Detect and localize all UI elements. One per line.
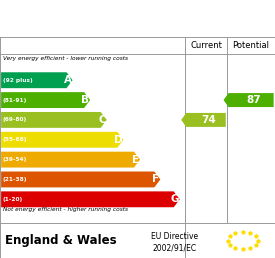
Text: G: G: [170, 194, 179, 204]
Text: (1-20): (1-20): [3, 197, 23, 202]
Polygon shape: [1, 172, 160, 187]
Text: E: E: [132, 155, 139, 165]
Polygon shape: [1, 112, 107, 128]
Text: (81-91): (81-91): [3, 98, 27, 103]
Polygon shape: [1, 191, 180, 207]
Text: F: F: [152, 174, 160, 184]
Text: (21-38): (21-38): [3, 177, 27, 182]
Text: (39-54): (39-54): [3, 157, 27, 162]
Text: Current: Current: [190, 42, 222, 51]
Text: Very energy efficient - lower running costs: Very energy efficient - lower running co…: [3, 56, 128, 61]
Text: 87: 87: [246, 95, 261, 105]
Polygon shape: [224, 93, 274, 107]
Text: 74: 74: [201, 115, 216, 125]
Text: (69-80): (69-80): [3, 117, 27, 122]
Polygon shape: [1, 152, 140, 167]
Text: C: C: [98, 115, 106, 125]
Text: B: B: [81, 95, 89, 105]
Text: England & Wales: England & Wales: [5, 234, 116, 247]
Polygon shape: [1, 72, 73, 88]
Polygon shape: [1, 132, 123, 148]
Text: (92 plus): (92 plus): [3, 78, 32, 83]
Polygon shape: [1, 92, 90, 108]
Text: 2002/91/EC: 2002/91/EC: [153, 244, 197, 253]
Polygon shape: [181, 113, 226, 127]
Text: D: D: [114, 135, 123, 145]
Text: EU Directive: EU Directive: [151, 232, 198, 241]
Text: Potential: Potential: [233, 42, 270, 51]
Text: Not energy efficient - higher running costs: Not energy efficient - higher running co…: [3, 207, 128, 212]
Text: Energy Efficiency Rating: Energy Efficiency Rating: [46, 12, 229, 25]
Text: A: A: [64, 75, 72, 85]
Text: (55-68): (55-68): [3, 137, 27, 142]
